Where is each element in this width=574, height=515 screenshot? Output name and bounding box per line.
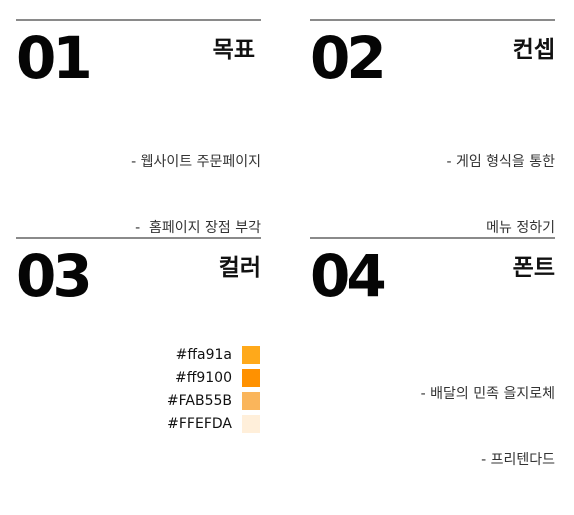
section-number: 04 [310,242,387,310]
section-title: 목표 [212,37,255,63]
color-swatch [242,391,260,410]
color-row: #FAB55B [61,389,261,412]
color-row: #ffa91a [61,343,261,366]
color-swatch [242,345,260,364]
description-line: - 웹사이트 주문페이지 [131,154,261,170]
color-code: #ffa91a [175,346,232,363]
color-code: #FFEFDA [167,415,232,432]
color-code: #FAB55B [166,392,232,409]
section-title: 폰트 [512,255,555,281]
section-font: 04 폰트 - 배달의 민족 을지로체 - 프리텐다드 [310,237,555,468]
section-divider [16,237,261,239]
section-title: 컨셉 [512,37,555,63]
section-divider [310,237,555,239]
section-description: - 웹사이트 주문페이지 - 홈페이지 장점 부각 [131,107,261,283]
section-description: - 게임 형식을 통한 메뉴 정하기 [446,107,555,283]
description-line: - 홈페이지 장점 부각 [135,220,261,236]
color-row: #FFEFDA [61,412,261,435]
color-row: #ff9100 [61,366,261,389]
color-palette: #ffa91a #ff9100 #FAB55B #FFEFDA [61,343,261,435]
description-line: - 배달의 민족 을지로체 [420,386,555,402]
section-divider [310,19,555,21]
section-color: 03 컬러 #ffa91a #ff9100 #FAB55B #FFEFDA [16,237,261,437]
section-title: 컬러 [218,255,261,281]
section-number: 01 [16,24,93,92]
color-code: #ff9100 [174,369,232,386]
color-swatch [242,368,260,387]
section-concept: 02 컨셉 - 게임 형식을 통한 메뉴 정하기 [310,19,555,236]
description-line: - 게임 형식을 통한 [446,154,555,170]
description-line: - 프리텐다드 [481,452,555,468]
description-line: 메뉴 정하기 [486,220,555,236]
section-goal: 01 목표 - 웹사이트 주문페이지 - 홈페이지 장점 부각 [16,19,261,236]
section-divider [16,19,261,21]
section-number: 03 [16,242,93,310]
section-number: 02 [310,24,387,92]
color-swatch [242,414,260,433]
section-description: - 배달의 민족 을지로체 - 프리텐다드 [421,339,555,515]
